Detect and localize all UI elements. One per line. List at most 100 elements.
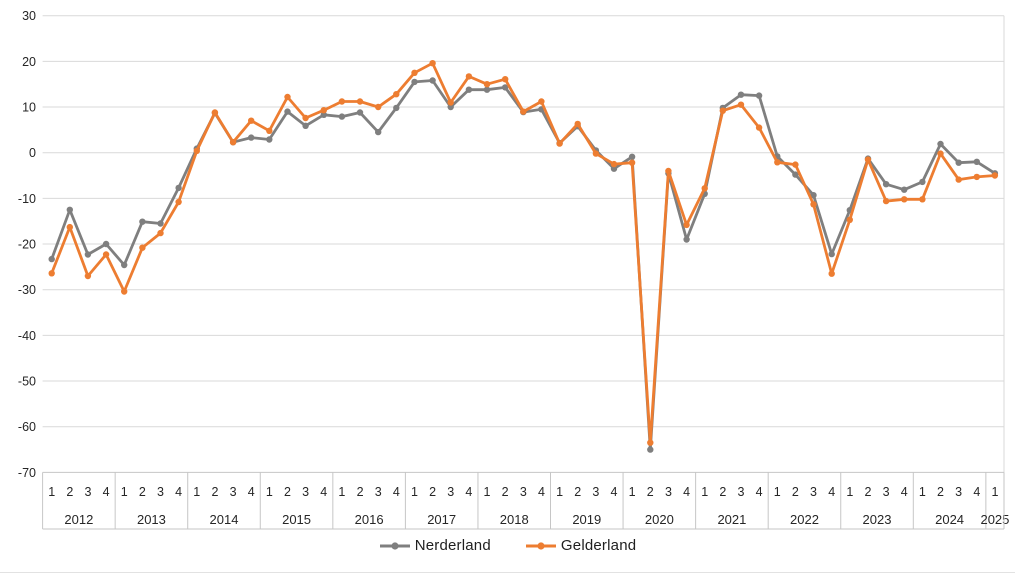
data-point-marker bbox=[338, 113, 346, 120]
data-point-marker bbox=[429, 77, 436, 84]
quarter-tick-label: 1 bbox=[629, 485, 636, 499]
data-point-marker bbox=[84, 251, 92, 258]
data-point-marker bbox=[864, 156, 872, 163]
data-point-marker bbox=[665, 167, 672, 175]
data-point-marker bbox=[211, 109, 219, 116]
data-point-marker bbox=[356, 109, 364, 116]
quarter-tick-label: 3 bbox=[302, 485, 309, 499]
data-point-marker bbox=[447, 103, 454, 111]
data-point-marker bbox=[901, 186, 908, 193]
y-axis-tick-label: 10 bbox=[22, 101, 36, 115]
quarter-tick-label: 3 bbox=[447, 485, 454, 499]
data-point-marker bbox=[810, 192, 817, 199]
y-axis-tick-label: 20 bbox=[22, 55, 36, 69]
year-tick-label: 2014 bbox=[210, 512, 239, 527]
year-tick-label: 2012 bbox=[64, 512, 93, 527]
data-point-marker bbox=[901, 196, 908, 203]
quarter-tick-label: 2 bbox=[211, 485, 218, 499]
data-point-marker bbox=[810, 201, 817, 208]
legend-marker-gelderland-icon bbox=[525, 541, 556, 550]
quarter-tick-label: 1 bbox=[991, 485, 998, 499]
data-point-marker bbox=[102, 240, 110, 248]
quarter-tick-label: 1 bbox=[774, 485, 781, 499]
data-point-marker bbox=[175, 184, 182, 192]
y-axis-tick-label: 30 bbox=[22, 9, 36, 23]
data-point-marker bbox=[393, 91, 400, 98]
legend-label-nerderland: Nerderland bbox=[414, 537, 491, 554]
data-point-marker bbox=[465, 73, 473, 80]
data-point-marker bbox=[320, 111, 327, 119]
data-point-marker bbox=[248, 134, 255, 141]
data-point-marker bbox=[628, 153, 636, 160]
y-axis-tick-label: -50 bbox=[18, 375, 36, 389]
quarter-tick-label: 2 bbox=[502, 485, 509, 499]
data-point-marker bbox=[774, 159, 781, 166]
data-point-marker bbox=[175, 198, 182, 206]
quarter-tick-label: 3 bbox=[955, 485, 962, 499]
quarter-tick-label: 3 bbox=[84, 485, 91, 499]
y-axis-tick-label: -60 bbox=[18, 420, 36, 434]
data-point-marker bbox=[919, 196, 926, 203]
data-point-marker bbox=[737, 91, 745, 98]
data-point-marker bbox=[302, 114, 309, 122]
chart-bottom-border bbox=[0, 572, 1015, 573]
quarter-tick-label: 4 bbox=[973, 485, 980, 499]
quarter-tick-label: 1 bbox=[701, 485, 708, 499]
data-point-marker bbox=[828, 270, 835, 277]
quarter-tick-label: 2 bbox=[66, 485, 73, 499]
data-point-marker bbox=[121, 288, 128, 295]
quarter-tick-label: 4 bbox=[175, 485, 182, 499]
data-point-marker bbox=[284, 93, 291, 101]
data-point-marker bbox=[973, 158, 980, 165]
data-point-marker bbox=[828, 250, 835, 258]
legend-marker-nerderland-icon bbox=[379, 541, 410, 550]
data-point-marker bbox=[375, 103, 382, 111]
data-point-marker bbox=[502, 84, 509, 91]
quarter-tick-label: 3 bbox=[883, 485, 890, 499]
data-point-marker bbox=[792, 171, 799, 178]
quarter-tick-label: 3 bbox=[737, 485, 744, 499]
year-tick-label: 2015 bbox=[282, 512, 311, 527]
quarter-tick-label: 3 bbox=[592, 485, 599, 499]
data-point-marker bbox=[411, 69, 418, 77]
data-point-marker bbox=[284, 108, 291, 115]
data-point-marker bbox=[302, 122, 309, 129]
data-point-marker bbox=[647, 446, 654, 453]
data-point-marker bbox=[121, 261, 128, 269]
data-point-marker bbox=[574, 120, 581, 128]
data-point-marker bbox=[628, 159, 636, 166]
quarter-tick-label: 2 bbox=[792, 485, 799, 499]
year-tick-label: 2016 bbox=[355, 512, 384, 527]
quarter-tick-label: 3 bbox=[810, 485, 817, 499]
data-point-marker bbox=[139, 218, 146, 225]
data-point-marker bbox=[193, 147, 200, 155]
series-gelderland bbox=[48, 60, 999, 446]
year-tick-label: 2020 bbox=[645, 512, 674, 527]
data-point-marker bbox=[502, 76, 509, 83]
data-point-marker bbox=[882, 197, 890, 205]
year-tick-label: 2024 bbox=[935, 512, 964, 527]
data-point-marker bbox=[320, 107, 327, 114]
data-point-marker bbox=[266, 136, 273, 143]
quarter-tick-label: 3 bbox=[520, 485, 527, 499]
data-point-marker bbox=[157, 229, 164, 237]
quarter-tick-label: 1 bbox=[919, 485, 926, 499]
legend-item-gelderland[interactable]: Gelderland bbox=[525, 537, 636, 554]
quarter-tick-label: 3 bbox=[230, 485, 237, 499]
quarter-tick-label: 2 bbox=[284, 485, 291, 499]
quarter-tick-label: 4 bbox=[320, 485, 327, 499]
quarter-tick-label: 1 bbox=[484, 485, 491, 499]
quarter-tick-label: 2 bbox=[719, 485, 726, 499]
data-point-marker bbox=[737, 101, 745, 108]
data-point-marker bbox=[592, 150, 600, 157]
legend-item-nerderland[interactable]: Nerderland bbox=[379, 537, 491, 554]
quarter-tick-label: 4 bbox=[465, 485, 472, 499]
data-point-marker bbox=[375, 128, 382, 136]
quarter-tick-label: 1 bbox=[48, 485, 55, 499]
data-point-marker bbox=[483, 81, 491, 88]
y-axis-tick-label: -20 bbox=[18, 238, 36, 252]
quarter-tick-label: 3 bbox=[375, 485, 382, 499]
data-point-marker bbox=[48, 270, 55, 277]
y-axis-tick-label: -40 bbox=[18, 329, 36, 343]
